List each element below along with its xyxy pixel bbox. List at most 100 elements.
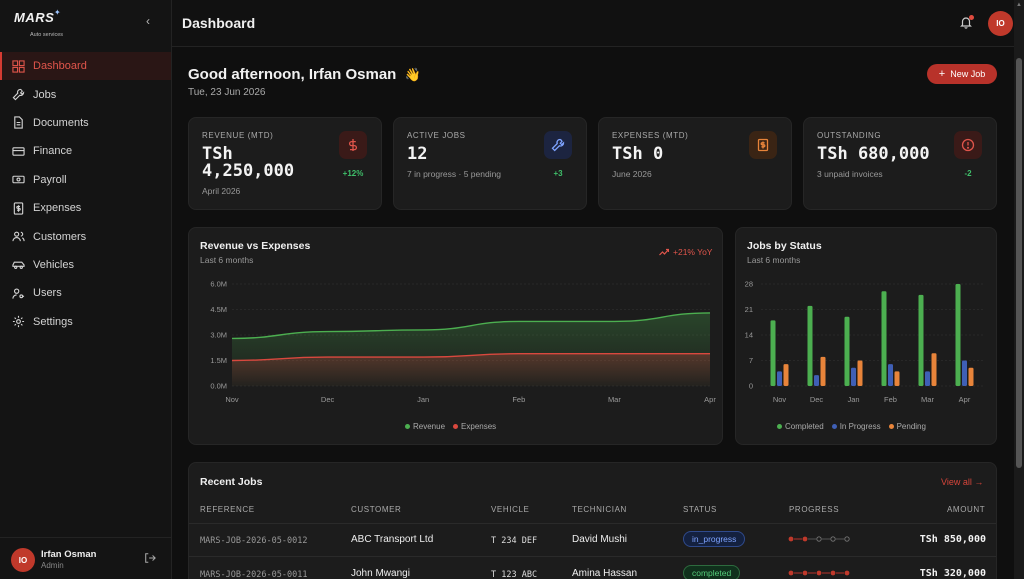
x-tick-label: Jan xyxy=(847,395,859,404)
job-technician: David Mushi xyxy=(572,534,628,545)
legend-item-pending[interactable]: Pending xyxy=(888,422,926,431)
page-title: Dashboard xyxy=(182,15,256,31)
stat-sub: June 2026 xyxy=(612,169,652,179)
progress-step-done xyxy=(830,570,836,576)
logo-text: MARS xyxy=(14,10,55,25)
scrollbar-thumb[interactable] xyxy=(1016,58,1022,468)
stat-label: OUTSTANDING xyxy=(817,131,882,140)
stat-card-revenue: REVENUE (MTD) TSh 4,250,000 April 2026 +… xyxy=(188,117,382,210)
plus-icon: + xyxy=(938,68,946,80)
dollar-icon xyxy=(339,131,367,159)
trend-up-icon xyxy=(659,248,669,256)
job-vehicle: T 234 DEF xyxy=(491,536,538,546)
progress-step-done xyxy=(844,570,850,576)
page-scrollbar[interactable]: ▲ xyxy=(1014,0,1024,579)
chart-legend: Completed In Progress Pending xyxy=(777,422,934,431)
user-role: Admin xyxy=(41,561,64,570)
new-job-button[interactable]: + New Job xyxy=(927,64,997,84)
chart-subtitle: Last 6 months xyxy=(200,255,254,265)
job-amount: TSh 320,000 xyxy=(919,568,986,579)
stat-card-outstanding: OUTSTANDING TSh 680,000 3 unpaid invoice… xyxy=(803,117,997,210)
job-reference[interactable]: MARS-JOB-2026-05-0012 xyxy=(200,536,308,546)
stat-delta: -2 xyxy=(964,169,972,178)
bar-completed xyxy=(918,294,924,386)
legend-item-in-progress[interactable]: In Progress xyxy=(831,422,881,431)
job-reference[interactable]: MARS-JOB-2026-05-0011 xyxy=(200,570,308,579)
bar-pending xyxy=(894,371,900,386)
greeting: Good afternoon, Irfan Osman 👋 xyxy=(188,66,421,83)
greeting-text: Good afternoon, Irfan Osman xyxy=(188,66,397,83)
sidebar-item-payroll[interactable]: Payroll xyxy=(0,166,171,194)
sidebar-item-finance[interactable]: Finance xyxy=(0,137,171,165)
alert-icon xyxy=(954,131,982,159)
bar-completed xyxy=(807,305,813,386)
table-divider xyxy=(189,556,996,557)
area-expenses xyxy=(232,353,710,386)
jobs-status-chart-card: Jobs by Status Last 6 months 0 7 14 21 28 Nov… xyxy=(735,227,997,445)
sidebar-item-jobs[interactable]: Jobs xyxy=(0,80,171,108)
bar-completed xyxy=(955,284,961,386)
chart-subtitle: Last 6 months xyxy=(747,255,801,265)
job-amount: TSh 850,000 xyxy=(919,534,986,545)
bar-pending xyxy=(820,356,826,386)
gear-icon xyxy=(12,316,25,328)
user-name: Irfan Osman xyxy=(41,549,97,560)
progress-step-done xyxy=(788,536,794,542)
legend-item-revenue[interactable]: Revenue xyxy=(405,422,445,431)
y-tick-label: 1.5M xyxy=(210,356,227,365)
legend-item-completed[interactable]: Completed xyxy=(777,422,824,431)
progress-step-done xyxy=(802,570,808,576)
sidebar-item-label: Documents xyxy=(33,116,89,129)
stat-value: 12 xyxy=(407,144,428,164)
sidebar-item-settings[interactable]: Settings xyxy=(0,308,171,336)
scroll-up-icon[interactable]: ▲ xyxy=(1016,2,1022,8)
x-tick-label: Dec xyxy=(810,395,824,404)
x-tick-label: Feb xyxy=(512,395,525,404)
brand-logo[interactable]: MARS ✦ Auto services xyxy=(12,8,72,40)
view-all-link[interactable]: View all → xyxy=(941,477,984,487)
column-header-progress[interactable]: PROGRESS xyxy=(789,505,840,514)
cash-icon xyxy=(12,175,25,184)
bar-completed xyxy=(881,291,887,386)
column-header-amount[interactable]: AMOUNT xyxy=(947,505,986,514)
recent-jobs-card: Recent Jobs View all → REFERENCE CUSTOME… xyxy=(188,462,997,579)
user-key-icon xyxy=(12,288,25,299)
sidebar-item-label: Jobs xyxy=(33,88,57,101)
bar-pending xyxy=(783,364,789,386)
document-icon xyxy=(14,116,23,130)
x-tick-label: Mar xyxy=(608,395,621,404)
bar-completed xyxy=(844,316,850,386)
column-header-technician[interactable]: TECHNICIAN xyxy=(572,505,627,514)
progress-step-done xyxy=(788,570,794,576)
bar-pending xyxy=(968,367,974,386)
sidebar-item-dashboard[interactable]: Dashboard xyxy=(0,52,171,81)
column-header-status[interactable]: STATUS xyxy=(683,505,717,514)
stat-card-active-jobs: ACTIVE JOBS 12 7 in progress · 5 pending… xyxy=(393,117,587,210)
y-tick-label: 4.5M xyxy=(210,305,227,314)
stat-delta: +12% xyxy=(342,169,364,178)
line-revenue xyxy=(231,312,711,340)
header-avatar[interactable]: IO xyxy=(988,11,1013,36)
sidebar-item-customers[interactable]: Customers xyxy=(0,222,171,250)
sidebar-item-users[interactable]: Users xyxy=(0,279,171,307)
stat-sub: 3 unpaid invoices xyxy=(817,169,883,179)
progress-step-done xyxy=(802,536,808,542)
avatar[interactable]: IO xyxy=(11,548,35,572)
line-expenses xyxy=(231,353,710,362)
sidebar-item-documents[interactable]: Documents xyxy=(0,109,171,137)
sidebar-item-label: Payroll xyxy=(33,173,67,186)
sidebar-item-expenses[interactable]: Expenses xyxy=(0,194,171,222)
bar-in-progress xyxy=(777,371,782,386)
x-tick-label: Feb xyxy=(884,395,897,404)
bell-icon[interactable] xyxy=(959,15,973,29)
column-header-vehicle[interactable]: VEHICLE xyxy=(491,505,530,514)
column-header-customer[interactable]: CUSTOMER xyxy=(351,505,402,514)
collapse-sidebar-icon[interactable]: ‹ xyxy=(146,14,150,28)
bar-in-progress xyxy=(888,364,893,386)
legend-item-expenses[interactable]: Expenses xyxy=(453,422,496,431)
x-tick-label: Dec xyxy=(321,395,335,404)
logout-icon[interactable] xyxy=(144,552,156,564)
y-tick-label: 3.0M xyxy=(210,331,227,340)
sidebar-item-vehicles[interactable]: Vehicles xyxy=(0,251,171,279)
column-header-reference[interactable]: REFERENCE xyxy=(200,505,255,514)
